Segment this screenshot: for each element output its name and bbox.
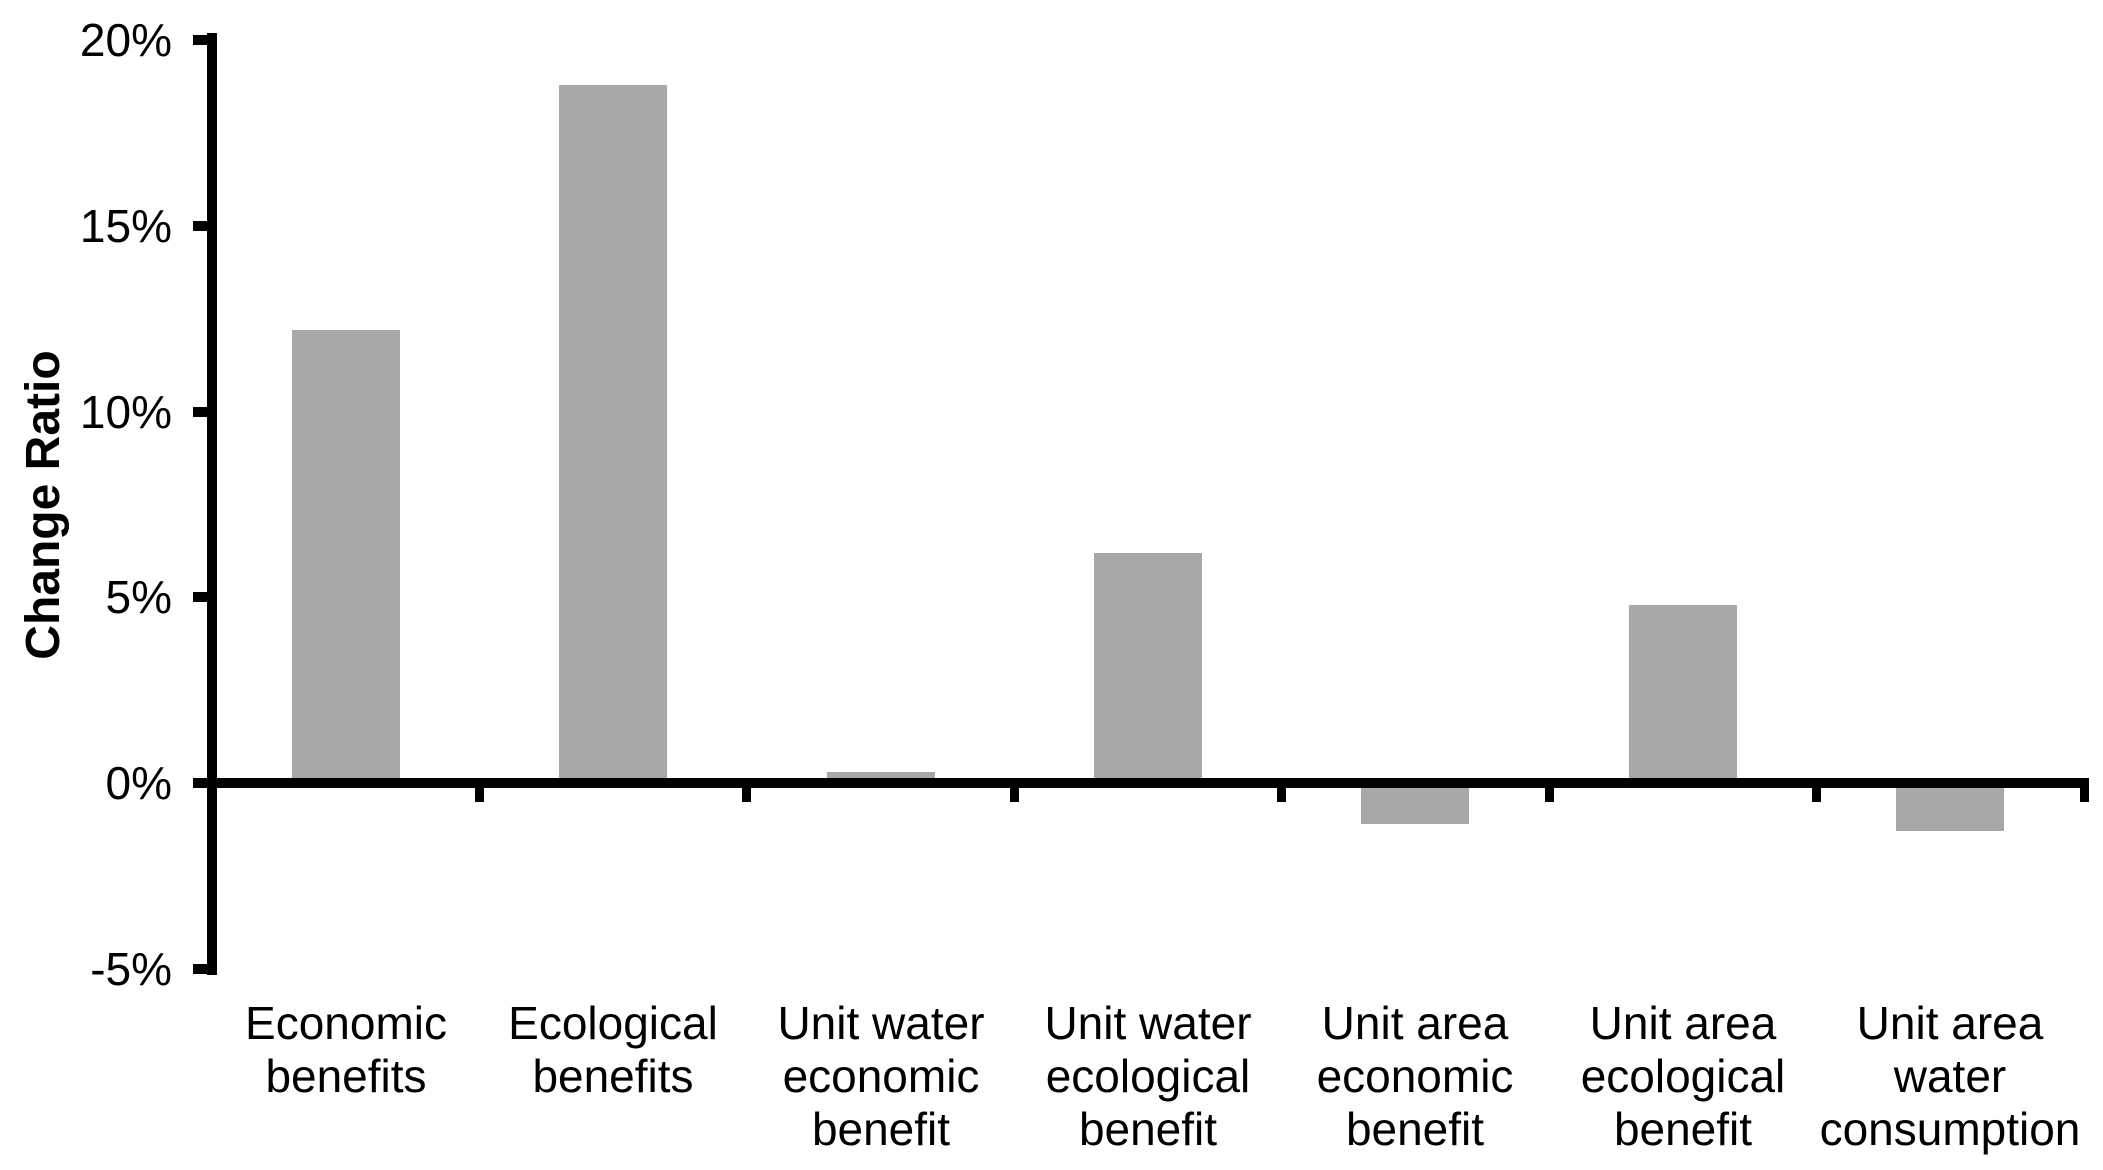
bar — [559, 85, 667, 784]
y-tick-mark — [193, 592, 207, 602]
y-tick-mark — [193, 221, 207, 231]
x-tick-mark — [1812, 788, 1821, 802]
y-tick-mark — [193, 35, 207, 45]
bar — [1629, 605, 1737, 783]
y-tick-label: 0% — [105, 757, 172, 809]
bar — [1896, 783, 2004, 831]
bar — [292, 330, 400, 783]
x-tick-mark — [1277, 788, 1286, 802]
x-tick-mark — [1010, 788, 1019, 802]
x-tick-mark — [1545, 788, 1554, 802]
x-category-label: Unit area economic benefit — [1316, 997, 1514, 1155]
x-tick-mark — [208, 788, 217, 802]
bar — [827, 772, 935, 783]
bar — [1094, 553, 1202, 783]
x-tick-mark — [742, 788, 751, 802]
y-tick-mark — [193, 407, 207, 417]
x-tick-mark — [475, 788, 484, 802]
y-tick-label: 15% — [79, 200, 172, 252]
x-category-label: Ecological benefits — [508, 997, 718, 1102]
x-category-label: Economic benefits — [245, 997, 447, 1102]
y-axis-title: Change Ratio — [17, 350, 70, 660]
x-tick-mark — [2080, 788, 2089, 802]
x-category-label: Unit water ecological benefit — [1044, 997, 1252, 1155]
x-category-label: Unit water economic benefit — [777, 997, 985, 1155]
y-tick-label: 10% — [79, 386, 172, 438]
y-axis-line — [207, 33, 217, 975]
x-axis-line — [207, 778, 2089, 788]
y-tick-mark — [193, 778, 207, 788]
y-tick-label: -5% — [90, 943, 172, 995]
y-tick-label: 20% — [79, 14, 172, 66]
bar — [1361, 783, 1469, 824]
x-category-label: Unit area ecological benefit — [1580, 997, 1786, 1155]
x-category-label: Unit area water consumption — [1819, 997, 2081, 1155]
y-tick-mark — [193, 964, 207, 974]
y-tick-label: 5% — [105, 571, 172, 623]
